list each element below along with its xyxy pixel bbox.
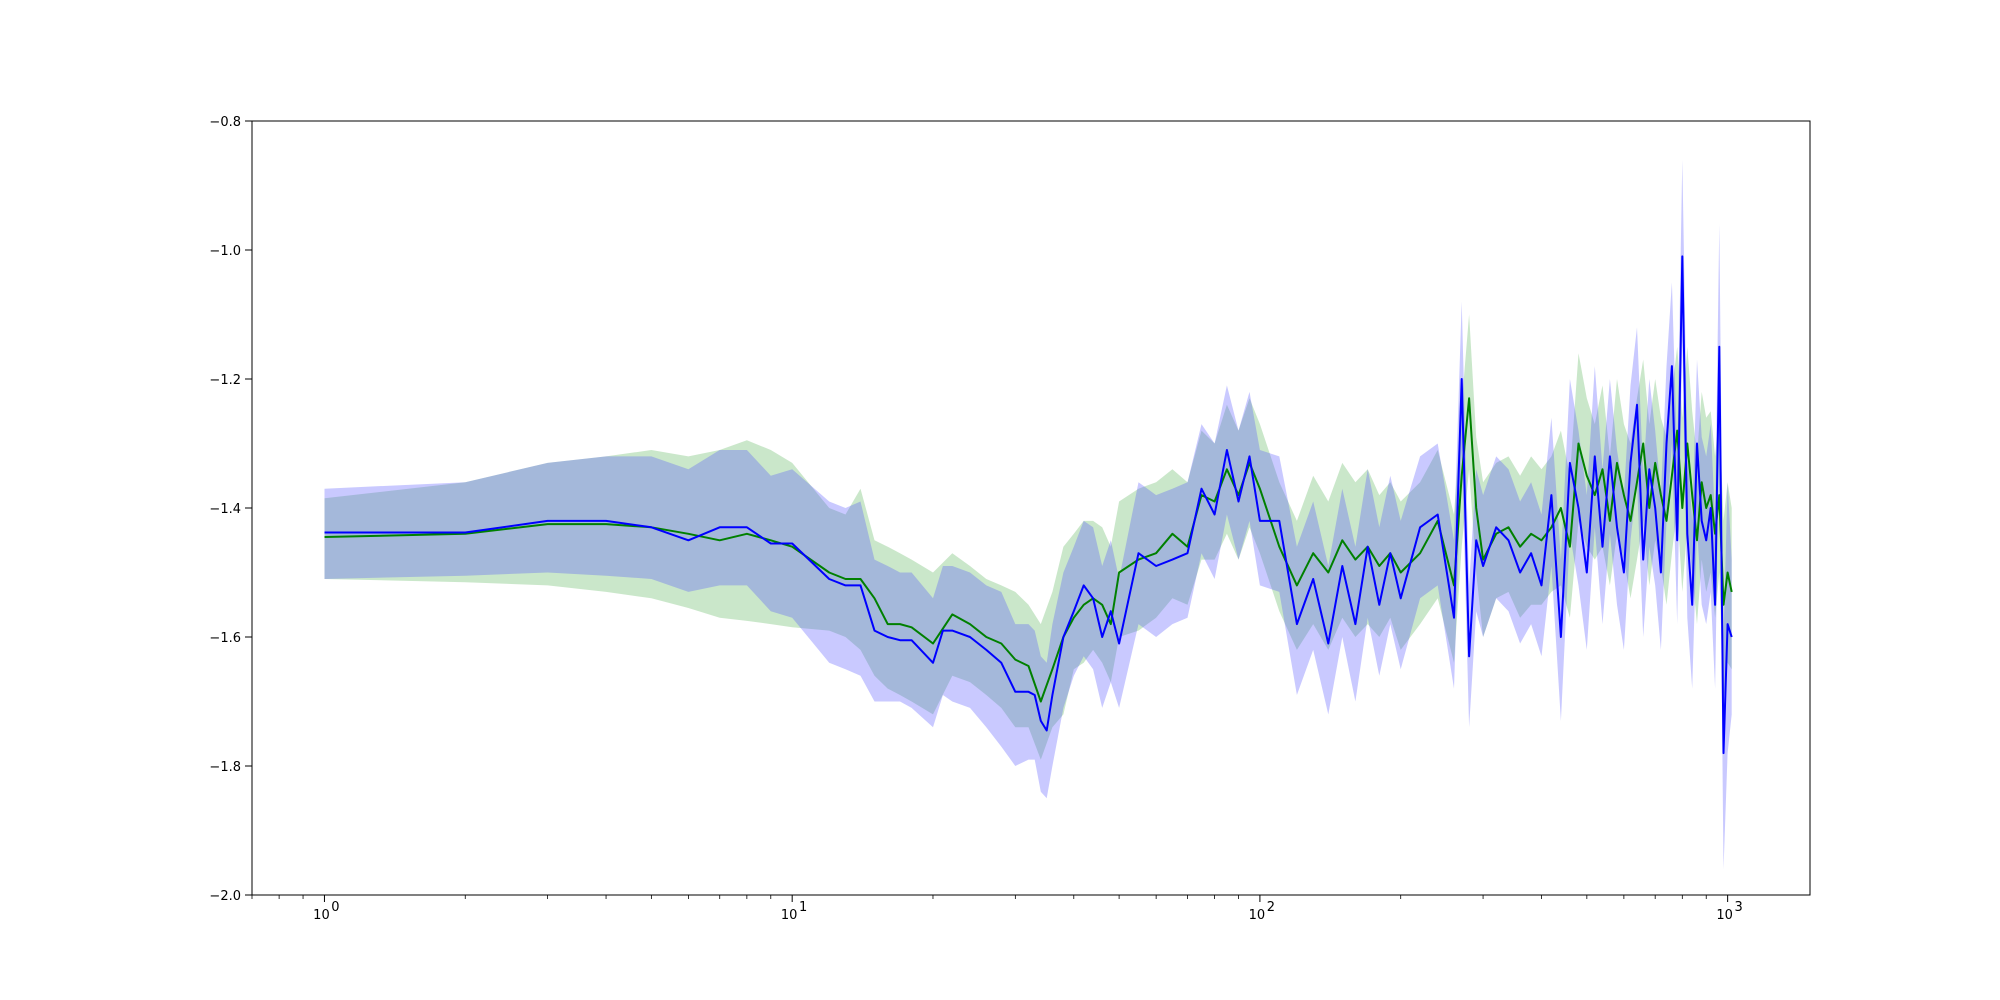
x-tick-label: 10 bbox=[313, 908, 330, 923]
y-tick-label: −1.2 bbox=[209, 373, 241, 388]
y-tick-label: −1.0 bbox=[209, 244, 241, 259]
x-tick-exponent: 1 bbox=[799, 900, 807, 915]
series-2-line bbox=[324, 255, 1733, 755]
y-tick-label: −1.4 bbox=[209, 502, 241, 517]
x-tick-exponent: 3 bbox=[1734, 900, 1742, 915]
x-tick-label: 10 bbox=[1249, 908, 1266, 923]
confidence-bands bbox=[324, 159, 1732, 870]
series-1-band bbox=[324, 314, 1732, 760]
series-2-band bbox=[324, 159, 1732, 870]
x-tick-label: 10 bbox=[1716, 908, 1733, 923]
series-1-line bbox=[324, 397, 1733, 703]
y-tick-label: −1.8 bbox=[209, 760, 241, 775]
y-axis: −0.8 −1.0 −1.2 −1.4 −1.6 −1.8 −2.0 bbox=[209, 115, 252, 904]
x-tick-label: 10 bbox=[781, 908, 798, 923]
x-tick-exponent: 2 bbox=[1267, 900, 1275, 915]
y-tick-label: −0.8 bbox=[209, 115, 241, 130]
y-tick-label: −2.0 bbox=[209, 889, 241, 904]
y-tick-label: −1.6 bbox=[209, 631, 241, 646]
x-tick-exponent: 0 bbox=[331, 900, 339, 915]
series-lines bbox=[324, 255, 1733, 755]
